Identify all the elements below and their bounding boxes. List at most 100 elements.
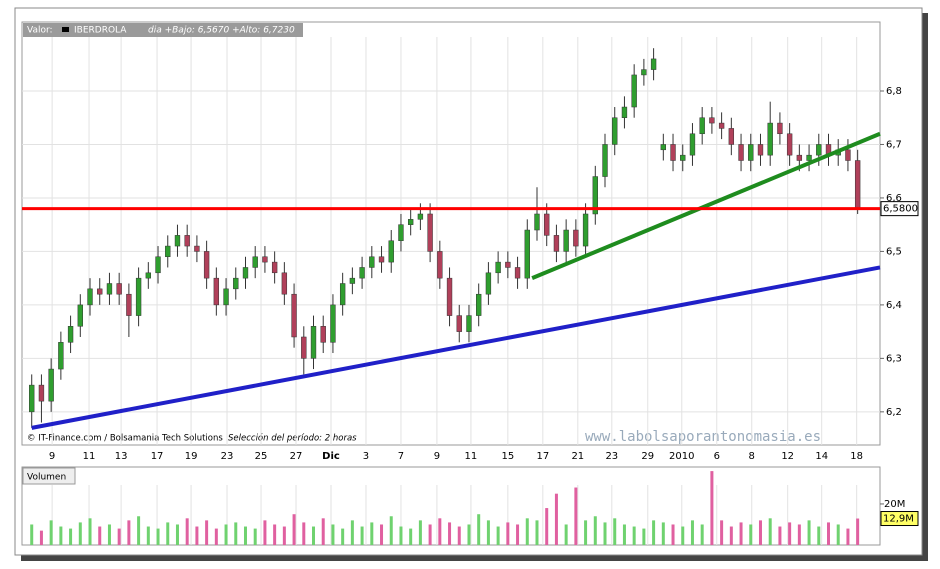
volume-bar — [30, 524, 34, 545]
candle-body — [563, 229, 569, 252]
volume-bar — [671, 524, 675, 545]
last-volume-label: 12,9M — [883, 514, 914, 525]
price-panel — [21, 21, 881, 446]
candle-body — [369, 256, 375, 268]
candle-body — [194, 245, 200, 252]
x-tick-label: 23 — [221, 451, 234, 462]
candle-body — [476, 293, 482, 316]
last-price-box — [880, 201, 919, 217]
volume-bar — [39, 530, 43, 545]
volume-bar — [205, 520, 209, 545]
volume-bar — [477, 514, 481, 545]
watermark: www.labolsaporantonomasia.es — [585, 429, 821, 445]
candle-body — [738, 144, 744, 161]
x-tick-label: 11 — [465, 451, 478, 462]
candle-body — [233, 277, 239, 290]
volume-bar — [448, 522, 452, 545]
x-tick-label: 9 — [434, 451, 440, 462]
symbol-icon — [62, 27, 69, 32]
volume-bar — [166, 522, 170, 545]
volume-bar — [185, 518, 189, 545]
candle-body — [29, 384, 35, 413]
volume-bar — [729, 526, 733, 545]
x-tick-label: 17 — [536, 451, 549, 462]
header-info: dia +Bajo: 6,5670 +Alto: 6,7230 — [148, 26, 295, 36]
candle-body — [77, 304, 83, 327]
volume-bar — [846, 528, 850, 545]
trendline — [531, 131, 881, 281]
candle-body — [689, 133, 696, 156]
candle-body — [407, 219, 414, 225]
candle-body — [728, 128, 735, 145]
volume-bar — [749, 524, 753, 545]
volume-bar — [506, 522, 510, 545]
volume-bar — [710, 471, 714, 545]
volume-bar — [380, 524, 384, 545]
volume-bar — [545, 508, 549, 545]
period: Selección del período: 2 horas — [228, 433, 357, 444]
volume-bar — [389, 516, 393, 545]
x-tick-label: 12 — [781, 451, 794, 462]
candle-body — [116, 283, 122, 295]
candle-body — [777, 122, 783, 135]
volume-bar — [88, 518, 92, 545]
y-tick-label: 6,8 — [886, 86, 902, 97]
volume-bar — [535, 520, 539, 545]
last-price-label: 6,5800 — [883, 204, 918, 215]
x-tick-label: 9 — [49, 451, 55, 462]
candle-body — [718, 122, 725, 129]
candle-body — [339, 283, 346, 306]
volume-bar — [243, 526, 247, 545]
candle-body — [184, 235, 190, 247]
candle-body — [281, 272, 288, 295]
x-tick-label: 2010 — [669, 451, 694, 462]
candle-body — [67, 326, 74, 343]
candle-body — [485, 272, 492, 295]
volume-bar — [69, 528, 73, 545]
y-tick-label: 6,5 — [886, 246, 902, 257]
candle-body — [427, 213, 433, 252]
x-tick-label: 6 — [714, 451, 720, 462]
candle-body — [126, 293, 132, 316]
candle-body — [573, 229, 579, 247]
volume-bar — [457, 526, 461, 545]
candle-body — [87, 288, 93, 306]
volume-bar — [312, 526, 316, 545]
candle-body — [534, 213, 540, 231]
candle-body — [349, 277, 356, 284]
candle-body — [135, 277, 142, 316]
candle-body — [816, 144, 822, 156]
x-tick-label: 21 — [571, 451, 584, 462]
volume-bar — [622, 524, 626, 545]
volume-bar — [554, 493, 558, 545]
x-tick-label: 13 — [115, 451, 128, 462]
volume-bar — [681, 526, 685, 545]
candle-body — [553, 235, 560, 252]
candle-body — [174, 235, 181, 247]
candle-body — [524, 229, 530, 279]
y-tick-label: 6,6 — [886, 193, 902, 204]
candle-body — [680, 154, 686, 161]
volume-bar — [720, 520, 724, 545]
volume-bar — [234, 522, 238, 545]
candle-body — [806, 154, 812, 161]
volume-bar — [282, 526, 286, 545]
volume-bar — [661, 522, 665, 545]
y-tick-label: 6,2 — [886, 407, 902, 418]
candle-body — [97, 288, 103, 295]
candle-body — [145, 272, 151, 279]
volume-bar — [467, 524, 471, 545]
candle-body — [310, 326, 317, 359]
candle-body — [48, 368, 54, 402]
volume-bar — [428, 524, 432, 545]
candle-body — [155, 256, 161, 274]
candle-body — [213, 277, 220, 306]
candle-body — [544, 213, 550, 236]
candle-body — [38, 384, 45, 402]
volume-bar — [438, 518, 442, 545]
volume-bar — [409, 528, 413, 545]
volume-bar — [273, 524, 277, 545]
candle-body — [456, 315, 462, 332]
candle-body — [271, 261, 278, 274]
